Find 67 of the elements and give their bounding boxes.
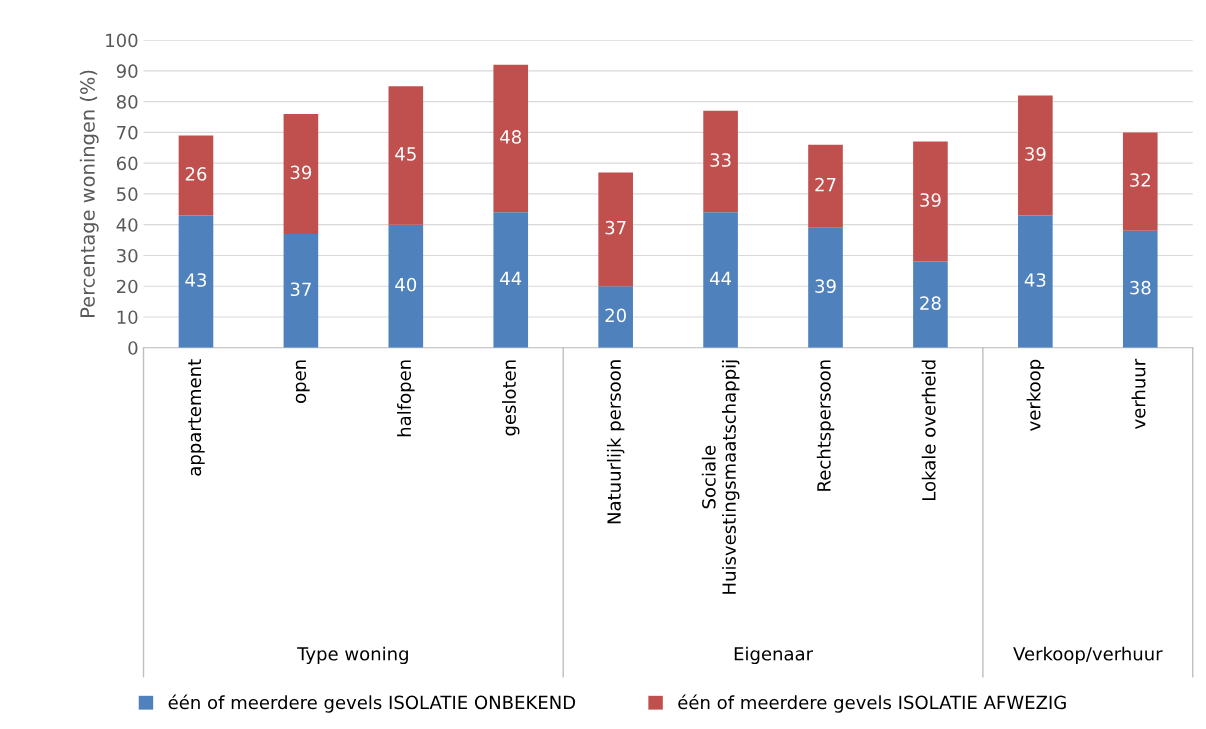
bar <box>388 86 424 225</box>
x-tick-label: Rechtspersoon <box>816 360 835 491</box>
data-label: 44 <box>500 271 522 286</box>
data-label: 48 <box>500 130 521 144</box>
data-label: 39 <box>290 165 312 180</box>
x-tick-label: Natuurlijk persoon <box>606 360 625 524</box>
legend-label: één of meerdere gevels ISOLATIE ONBEKEND <box>168 694 576 713</box>
bar <box>283 233 319 348</box>
x-tick-label: Lokale overheid <box>921 360 936 500</box>
data-label: 37 <box>290 282 311 297</box>
data-label: 39 <box>815 279 836 293</box>
y-tick-label: 30 <box>117 248 138 263</box>
x-tick-label: open <box>295 360 310 403</box>
y-tick-label: 10 <box>117 310 138 325</box>
bar <box>598 286 633 348</box>
data-label: 20 <box>605 308 626 323</box>
data-label: 39 <box>920 193 941 207</box>
data-label: 45 <box>395 147 416 161</box>
data-label: 27 <box>815 177 836 192</box>
x-tick-label: halfopen <box>397 360 415 437</box>
bar <box>1018 95 1053 216</box>
bar <box>913 141 948 262</box>
bar <box>178 135 214 216</box>
bar <box>598 172 633 287</box>
bar <box>178 215 214 348</box>
bar <box>703 110 738 213</box>
y-axis-title: Percentage woningen (%) <box>79 70 99 317</box>
bar <box>808 144 843 228</box>
x-tick-label: appartement <box>188 359 205 476</box>
data-label: 39 <box>1025 147 1046 161</box>
y-tick-label: 50 <box>117 187 138 202</box>
y-tick-label: 0 <box>128 341 138 355</box>
x-tick-label: verhuur <box>1131 358 1146 429</box>
x-tick-label: verkoop <box>1026 359 1045 431</box>
y-tick-label: 60 <box>116 156 138 171</box>
bar <box>283 113 319 234</box>
data-label: 40 <box>395 277 417 292</box>
bar <box>703 212 738 348</box>
bar <box>1122 230 1158 348</box>
data-label: 32 <box>1130 173 1150 187</box>
data-label: 28 <box>920 296 941 310</box>
y-tick-label: 80 <box>116 95 138 109</box>
bar <box>1122 132 1158 231</box>
bar <box>493 212 529 348</box>
y-tick-label: 70 <box>117 125 138 140</box>
data-label: 43 <box>185 273 207 287</box>
bar <box>913 261 948 348</box>
text: Verkoop/verhuur <box>1013 646 1163 665</box>
data-label: 44 <box>709 271 732 286</box>
bar <box>493 64 529 213</box>
data-label: 43 <box>1024 273 1046 287</box>
legend-label: één of meerdere gevels ISOLATIE AFWEZIG <box>678 694 1066 713</box>
text: Type woning <box>297 646 408 665</box>
y-tick-label: 100 <box>106 33 138 48</box>
data-label: 33 <box>710 153 731 167</box>
x-tick-label: gesloten <box>502 360 520 436</box>
text: Eigenaar <box>734 646 814 665</box>
bar <box>388 224 424 348</box>
data-label: 26 <box>185 167 207 181</box>
y-tick-label: 20 <box>117 279 138 294</box>
y-tick-label: 90 <box>116 64 138 78</box>
bar <box>1018 215 1053 348</box>
x-tick-label: Sociale Huisvestingsmaatschappij <box>701 360 740 594</box>
data-label: 38 <box>1130 280 1151 295</box>
data-label: 37 <box>605 220 626 235</box>
y-tick-label: 40 <box>116 218 138 232</box>
bar <box>808 227 843 348</box>
